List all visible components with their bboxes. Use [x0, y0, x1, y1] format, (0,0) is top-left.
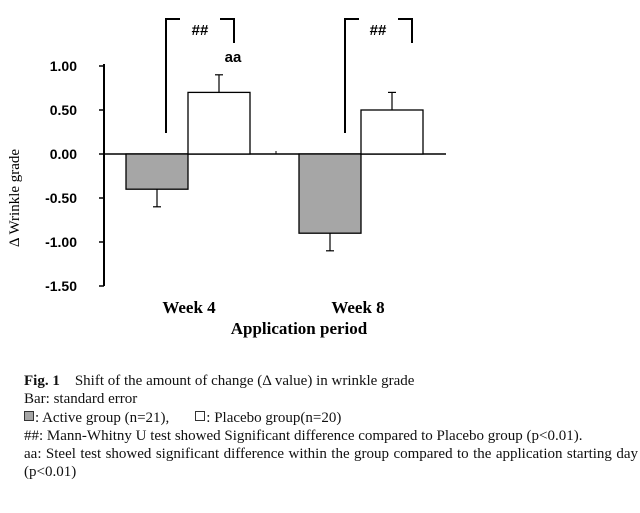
active-group-legend: : Active group (n=21), — [35, 409, 170, 426]
y-tick-label: -1.00 — [45, 234, 77, 250]
y-tick-label: -0.50 — [45, 190, 77, 206]
placebo-group-swatch — [195, 410, 206, 421]
figure-title: Shift of the amount of change (Δ value) … — [74, 373, 415, 389]
significance-label: ## — [192, 22, 209, 39]
legend-line: : Active group (n=21), : Placebo group(n=… — [24, 409, 638, 427]
bar — [125, 153, 189, 190]
y-tick-label: 0.50 — [50, 102, 77, 118]
y-axis-label: Δ Wrinkle grade — [7, 149, 23, 248]
significance-bracket — [220, 18, 235, 43]
chart-bars — [125, 74, 424, 252]
bar-note: Bar: standard error — [24, 391, 138, 408]
y-tick-label: 0.00 — [50, 146, 77, 162]
active-group-swatch — [24, 410, 34, 421]
bar — [360, 109, 424, 155]
figure-number: Fig. 1 — [24, 373, 60, 389]
y-tick-label: -1.50 — [45, 278, 77, 294]
x-axis-label: Application period — [231, 319, 368, 338]
within-group-label: aa — [225, 49, 242, 66]
note-aa: aa: Steel test showed significant differ… — [24, 446, 638, 481]
chart-labels: 1.00 0.50 0.00 -0.50 -1.00 -1.50 Δ Wrinkle gra… — [7, 18, 413, 338]
figure-caption: Fig. 1 Shift of the amount of change (Δ … — [24, 372, 638, 482]
bar-chart: 1.00 0.50 0.00 -0.50 -1.00 -1.50 Δ Wrinkle gra… — [7, 18, 446, 338]
x-tick-label: Week 8 — [331, 298, 384, 317]
placebo-group-legend: : Placebo group(n=20) — [206, 409, 342, 426]
note-hash: ##: Mann-Whitny U test showed Significan… — [24, 427, 583, 444]
significance-bracket — [165, 18, 180, 133]
significance-bracket — [398, 18, 413, 43]
bar — [298, 153, 362, 234]
significance-bracket — [344, 18, 359, 133]
caption-title-line: Fig. 1 Shift of the amount of change (Δ … — [24, 372, 638, 390]
significance-label: ## — [370, 22, 387, 39]
y-tick-label: 1.00 — [50, 58, 77, 74]
x-tick-label: Week 4 — [162, 298, 216, 317]
bar — [187, 91, 251, 155]
